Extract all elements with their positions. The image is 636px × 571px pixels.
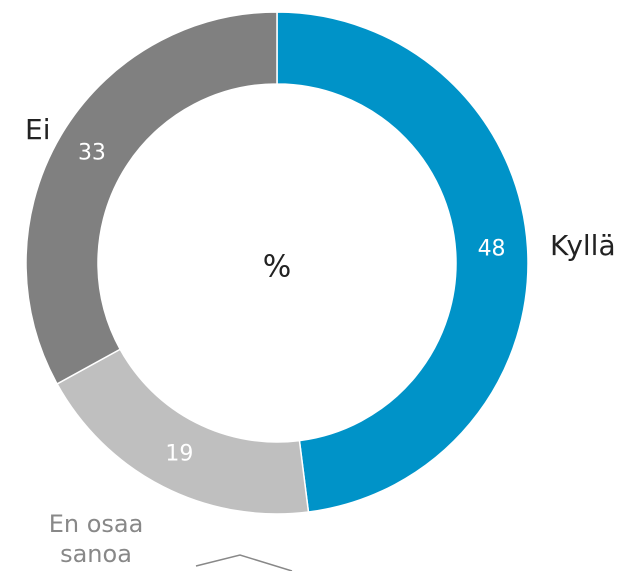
category-label: En osaa sanoa — [49, 510, 144, 568]
chart-title: % — [263, 250, 292, 285]
value-label: 33 — [78, 141, 106, 166]
donut-segment — [25, 11, 278, 385]
category-label: Kyllä — [550, 229, 616, 262]
category-label-line: En osaa — [49, 510, 144, 538]
value-label: 48 — [478, 237, 506, 262]
leader-line — [195, 554, 293, 571]
category-label-line: sanoa — [60, 540, 132, 568]
value-label: 19 — [165, 442, 193, 467]
donut-segment — [276, 11, 529, 513]
donut-segment — [56, 348, 310, 515]
category-label: Ei — [25, 113, 50, 146]
